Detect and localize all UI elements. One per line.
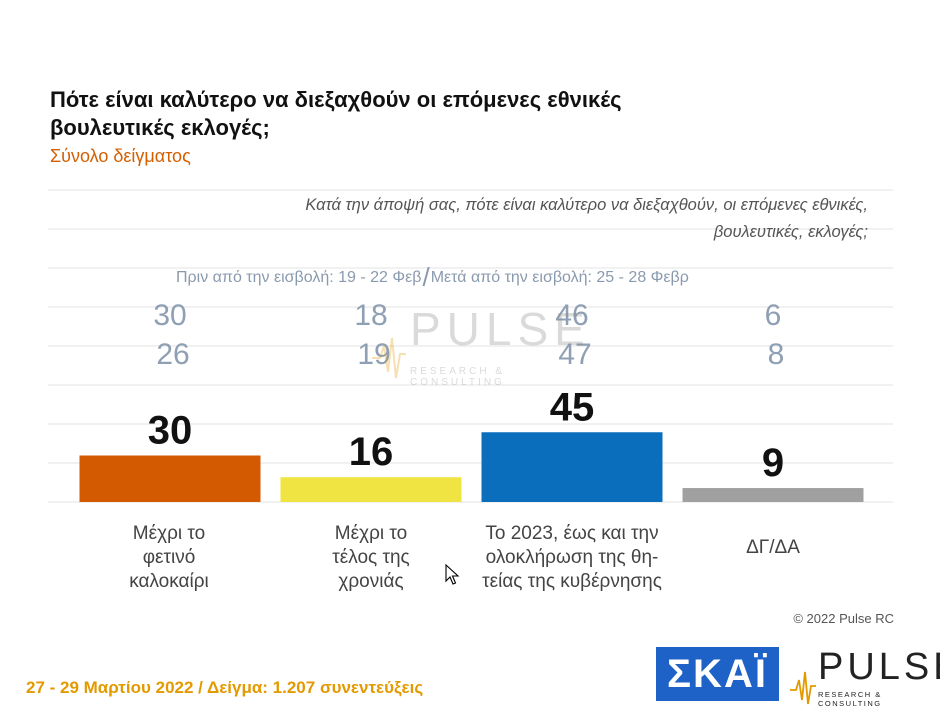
pulse-logo-word: PULSE <box>818 646 940 688</box>
period-legend: Πριν από την εισβολή: 19 - 22 Φεβ/Μετά α… <box>176 262 689 293</box>
pulse-logo: PULSE RESEARCH & CONSULTING <box>790 646 940 708</box>
period-separator: / <box>422 262 430 292</box>
bar-value-label-0: 30 <box>148 409 193 453</box>
period-after-label: Μετά από την εισβολή: 25 - 28 Φεβρ <box>430 269 689 286</box>
chart-subtitle: Σύνολο δείγματος <box>50 146 191 166</box>
pulse-logo-tagline: RESEARCH & CONSULTING <box>818 690 882 708</box>
bar-0 <box>79 455 261 502</box>
bar-value-label-2: 45 <box>550 385 595 429</box>
bar-2 <box>481 432 663 502</box>
bar-value-label-3: 9 <box>762 441 784 485</box>
survey-question: Κατά την άποψή σας, πότε είναι καλύτερο … <box>305 196 868 241</box>
previous-wave-0-value-3: 6 <box>765 299 782 332</box>
survey-date-sample: 27 - 29 Μαρτίου 2022 / Δείγμα: 1.207 συν… <box>26 678 424 697</box>
chart-title: Πότε είναι καλύτερο να διεξαχθούν οι επό… <box>50 87 622 140</box>
category-label-summer: Μέχρι το φετινό καλοκαίρι <box>129 523 209 592</box>
previous-wave-1-value-2: 47 <box>558 338 591 371</box>
bar-value-label-1: 16 <box>349 430 394 474</box>
category-label-dk-na: ΔΓ/ΔΑ <box>746 537 800 558</box>
copyright: © 2022 Pulse RC <box>793 611 894 626</box>
skai-logo: ΣΚΑΪ <box>656 647 779 701</box>
previous-wave-0-value-2: 46 <box>555 299 588 332</box>
bar-1 <box>280 477 462 502</box>
previous-wave-0-value-1: 18 <box>354 299 387 332</box>
mouse-cursor-icon <box>445 564 460 585</box>
previous-wave-1-value-0: 26 <box>156 338 189 371</box>
pulse-wave-icon <box>790 671 816 705</box>
category-label-year-end: Μέχρι το τέλος της χρονιάς <box>332 523 410 592</box>
previous-wave-0-value-0: 30 <box>153 299 186 332</box>
bar-3 <box>682 488 864 502</box>
category-label-2023: Το 2023, έως και την ολοκλήρωση της θη-τε… <box>482 523 662 592</box>
period-before-label: Πριν από την εισβολή: 19 - 22 Φεβ <box>176 269 422 286</box>
previous-wave-1-value-3: 8 <box>768 338 785 371</box>
previous-wave-1-value-1: 19 <box>357 338 390 371</box>
